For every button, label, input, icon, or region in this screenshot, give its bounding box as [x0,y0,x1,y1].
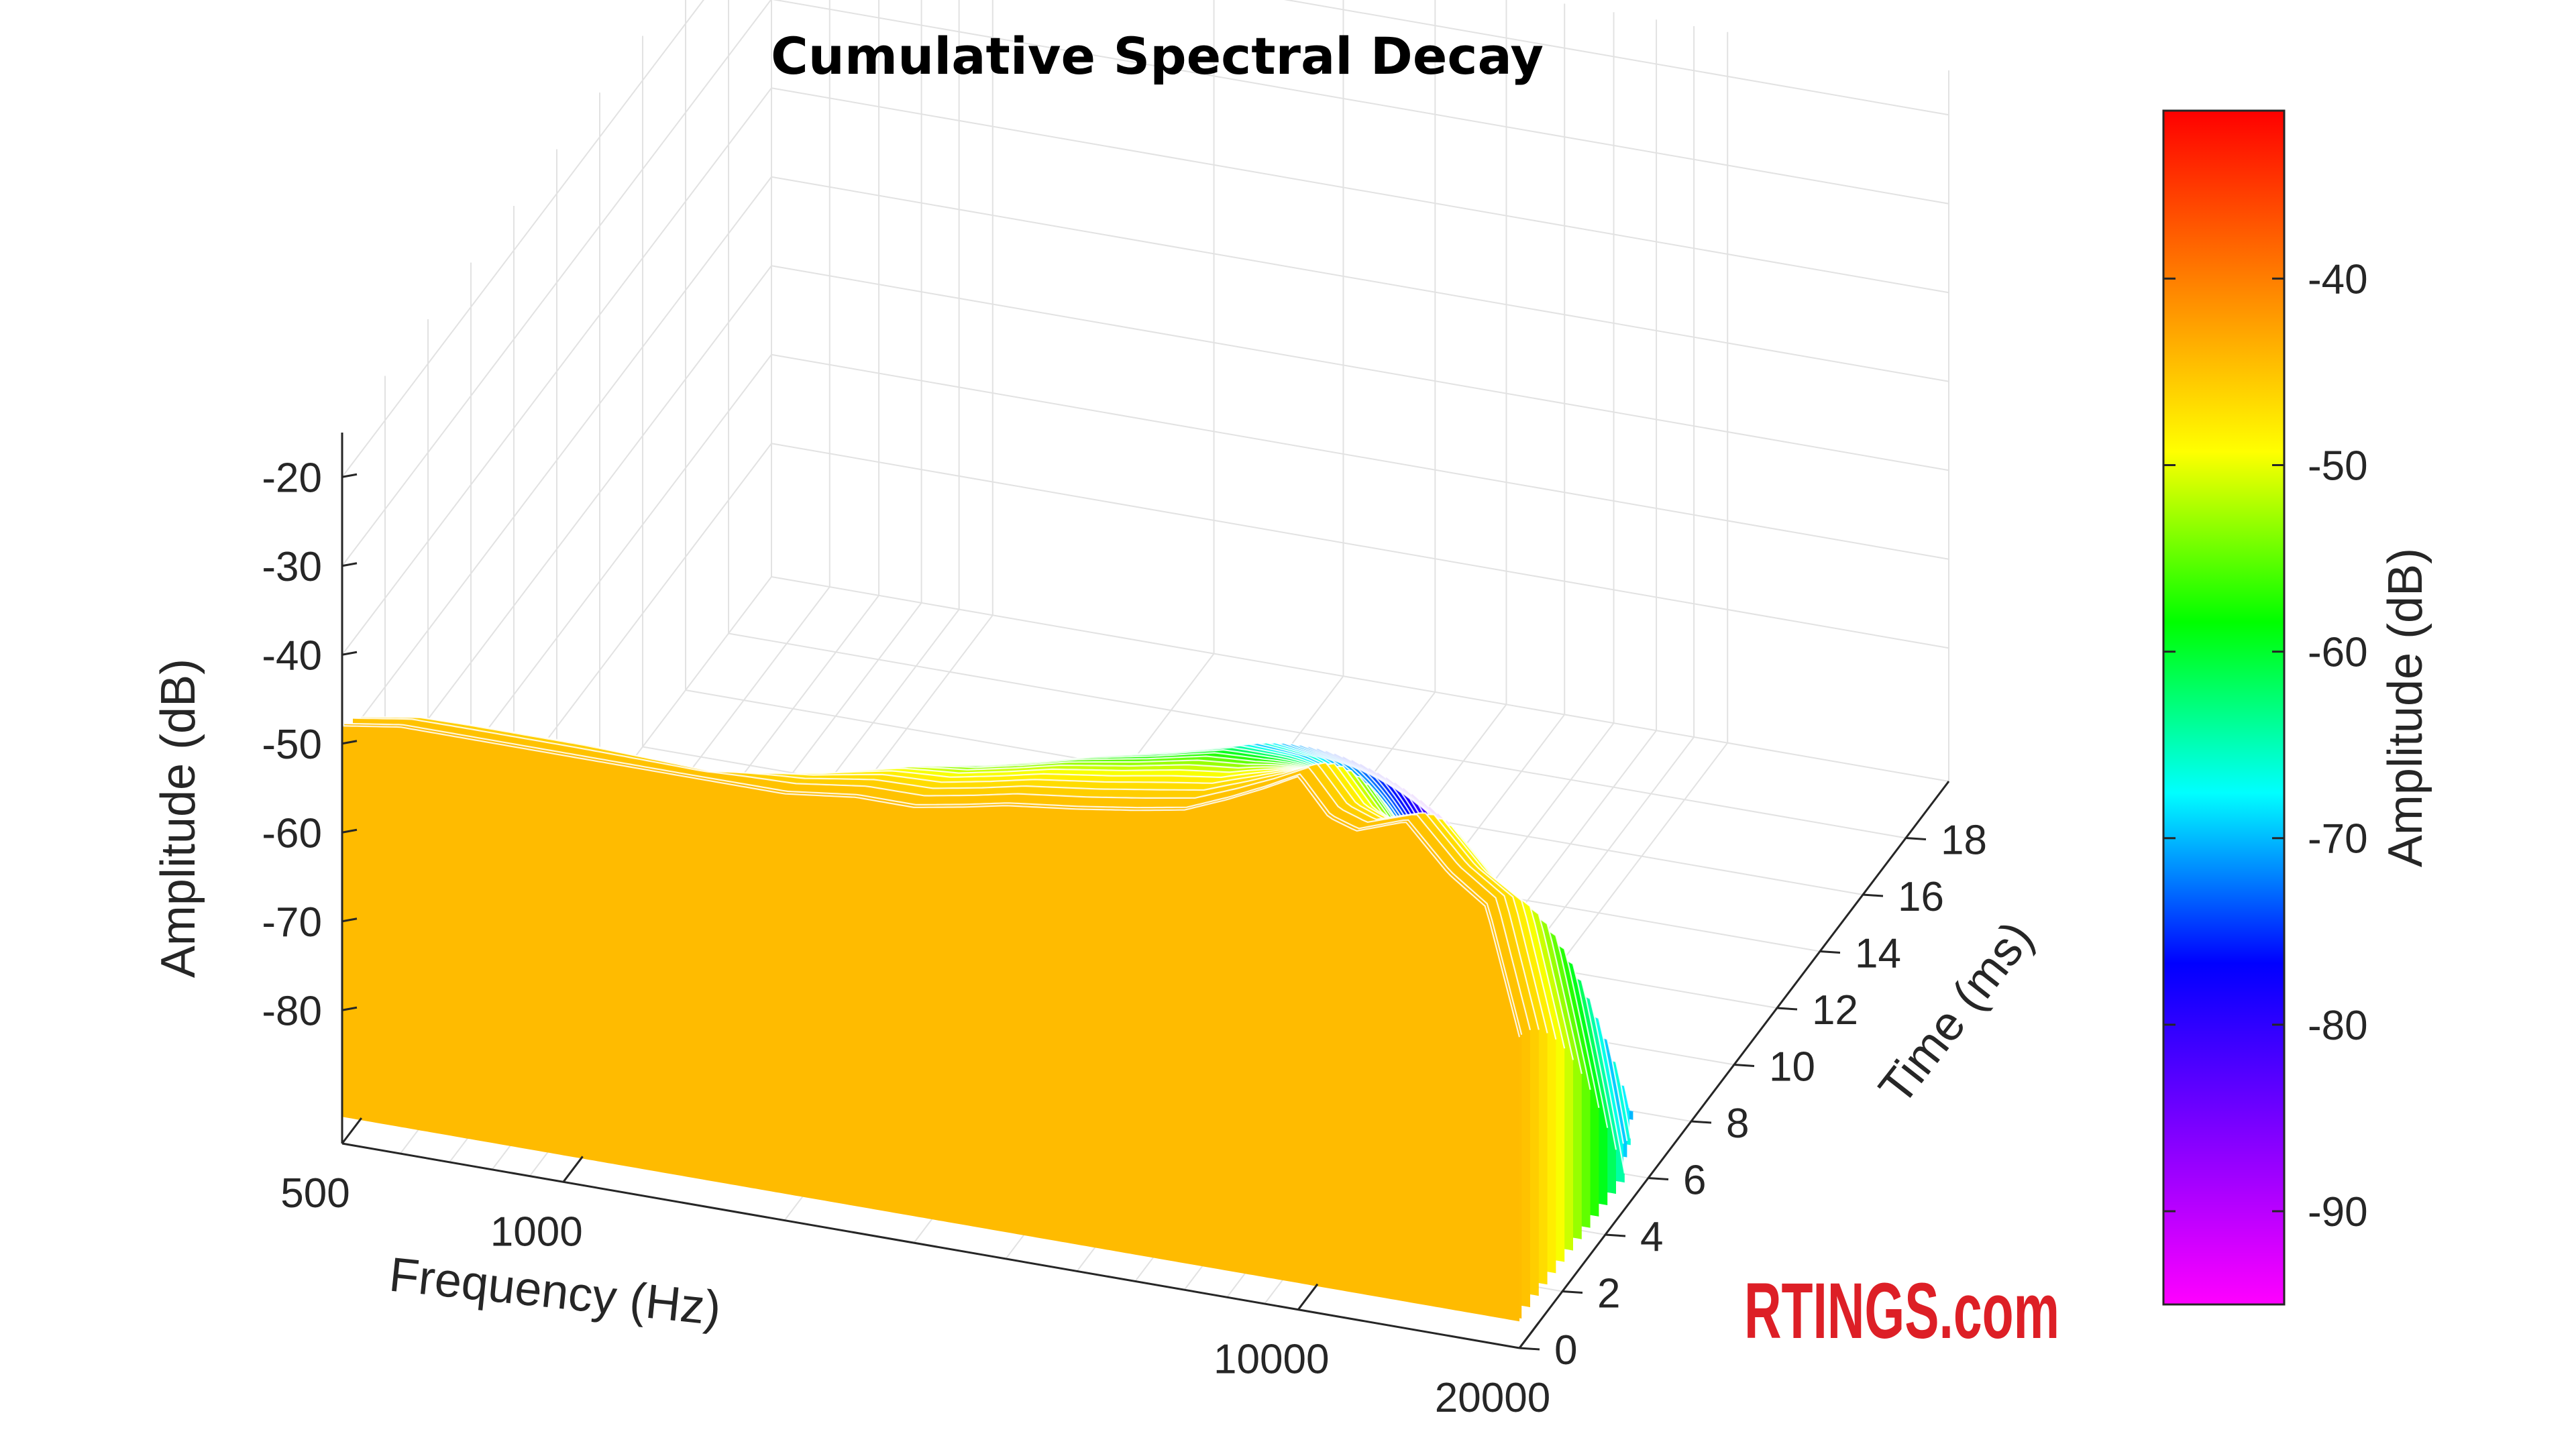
time-tick-mark [1733,1064,1755,1067]
z-tick-label: -70 [262,899,322,946]
grid-line [771,176,1949,382]
z-tick-mark [341,562,358,567]
x-tick-mark [562,1156,584,1183]
time-tick-label: 18 [1941,818,1987,864]
grid-line [772,0,1949,205]
colorbar-tick-label: -50 [2308,443,2368,489]
grid-line [771,265,1949,471]
grid-line [771,87,1949,294]
grid-line [771,576,1949,782]
decay-slice-edge [361,716,1540,1030]
colorbar-gradient [2162,109,2286,1306]
time-tick-mark [1519,1347,1540,1351]
grid-line [341,0,772,567]
x-tick-mark [1518,1322,1540,1349]
z-tick-mark [341,740,358,745]
z-tick-label: -50 [262,722,322,768]
axis-line [341,1142,1520,1349]
time-tick-mark [1690,1120,1712,1124]
colorbar-tick-label: -60 [2308,630,2368,676]
time-tick-mark [1819,950,1841,954]
time-tick-label: 0 [1554,1327,1577,1374]
decay-slice-edge [352,717,1532,1031]
x-tick-label: 10000 [1214,1337,1329,1383]
time-tick-label: 12 [1812,987,1858,1034]
z-tick-label: -80 [262,988,322,1034]
time-tick-mark [1605,1233,1626,1237]
x-tick-label: 500 [280,1170,350,1217]
z-tick-mark [341,473,358,478]
z-tick-mark [341,1006,358,1011]
z-tick-label: -60 [262,810,322,856]
x-axis-label: Frequency (Hz) [387,1247,724,1335]
z-tick-mark [341,651,358,656]
time-tick-label: 14 [1855,931,1901,977]
grid-line [341,0,704,478]
colorbar-label: Amplitude (dB) [2379,548,2432,867]
colorbar-tick-label: -90 [2308,1189,2368,1235]
time-tick-label: 6 [1683,1158,1706,1204]
decay-slice-edge [341,725,1521,1038]
decay-slice [342,726,1519,1322]
grid-line [1283,0,1949,116]
z-tick-label: -20 [262,455,322,501]
decay-slice-edge [344,722,1523,1036]
decay-slice-edge [370,718,1548,1034]
axis-ticks: -20 -30 -40 -50 -60 -70 -80 500 1000 10000 2000002… [262,455,1987,1421]
x-tick-label: 1000 [490,1209,583,1255]
z-tick-mark [341,917,358,923]
z-tick-mark [341,828,358,834]
time-tick-label: 8 [1726,1101,1749,1147]
chart-title: Cumulative Spectral Decay [771,26,1544,86]
time-tick-mark [1862,893,1884,897]
decay-surface [341,716,1633,1322]
time-tick-label: 2 [1597,1271,1620,1317]
time-tick-mark [1562,1290,1583,1294]
time-tick-mark [1648,1177,1669,1180]
time-tick-label: 10 [1769,1044,1815,1091]
grid-line [771,443,1949,649]
x-tick-label: 20000 [1435,1375,1550,1421]
z-tick-label: -40 [262,632,322,679]
x-tick-mark [341,1117,362,1144]
grid-line [728,632,1907,839]
colorbar-tick-label: -80 [2308,1003,2368,1049]
grid-line [771,353,1949,560]
x-tick-mark [1297,1283,1319,1310]
z-axis-label: Amplitude (dB) [152,659,205,978]
time-tick-mark [1776,1007,1798,1011]
colorbar-tick-label: -40 [2308,256,2368,302]
time-tick-label: 4 [1640,1214,1663,1260]
grid-line [341,87,772,655]
colorbar: -40 -50 -60 -70 -80 -90 Amplitude (dB) [2162,109,2432,1306]
rtings-logo: RTINGS.com [1744,1267,2059,1355]
z-tick-label: -30 [262,544,322,590]
time-tick-label: 16 [1898,874,1944,920]
grid-line [341,176,772,744]
time-tick-mark [1905,837,1927,840]
colorbar-ticks: -40 -50 -60 -70 -80 -90 [2163,256,2368,1235]
colorbar-tick-label: -70 [2308,816,2368,862]
